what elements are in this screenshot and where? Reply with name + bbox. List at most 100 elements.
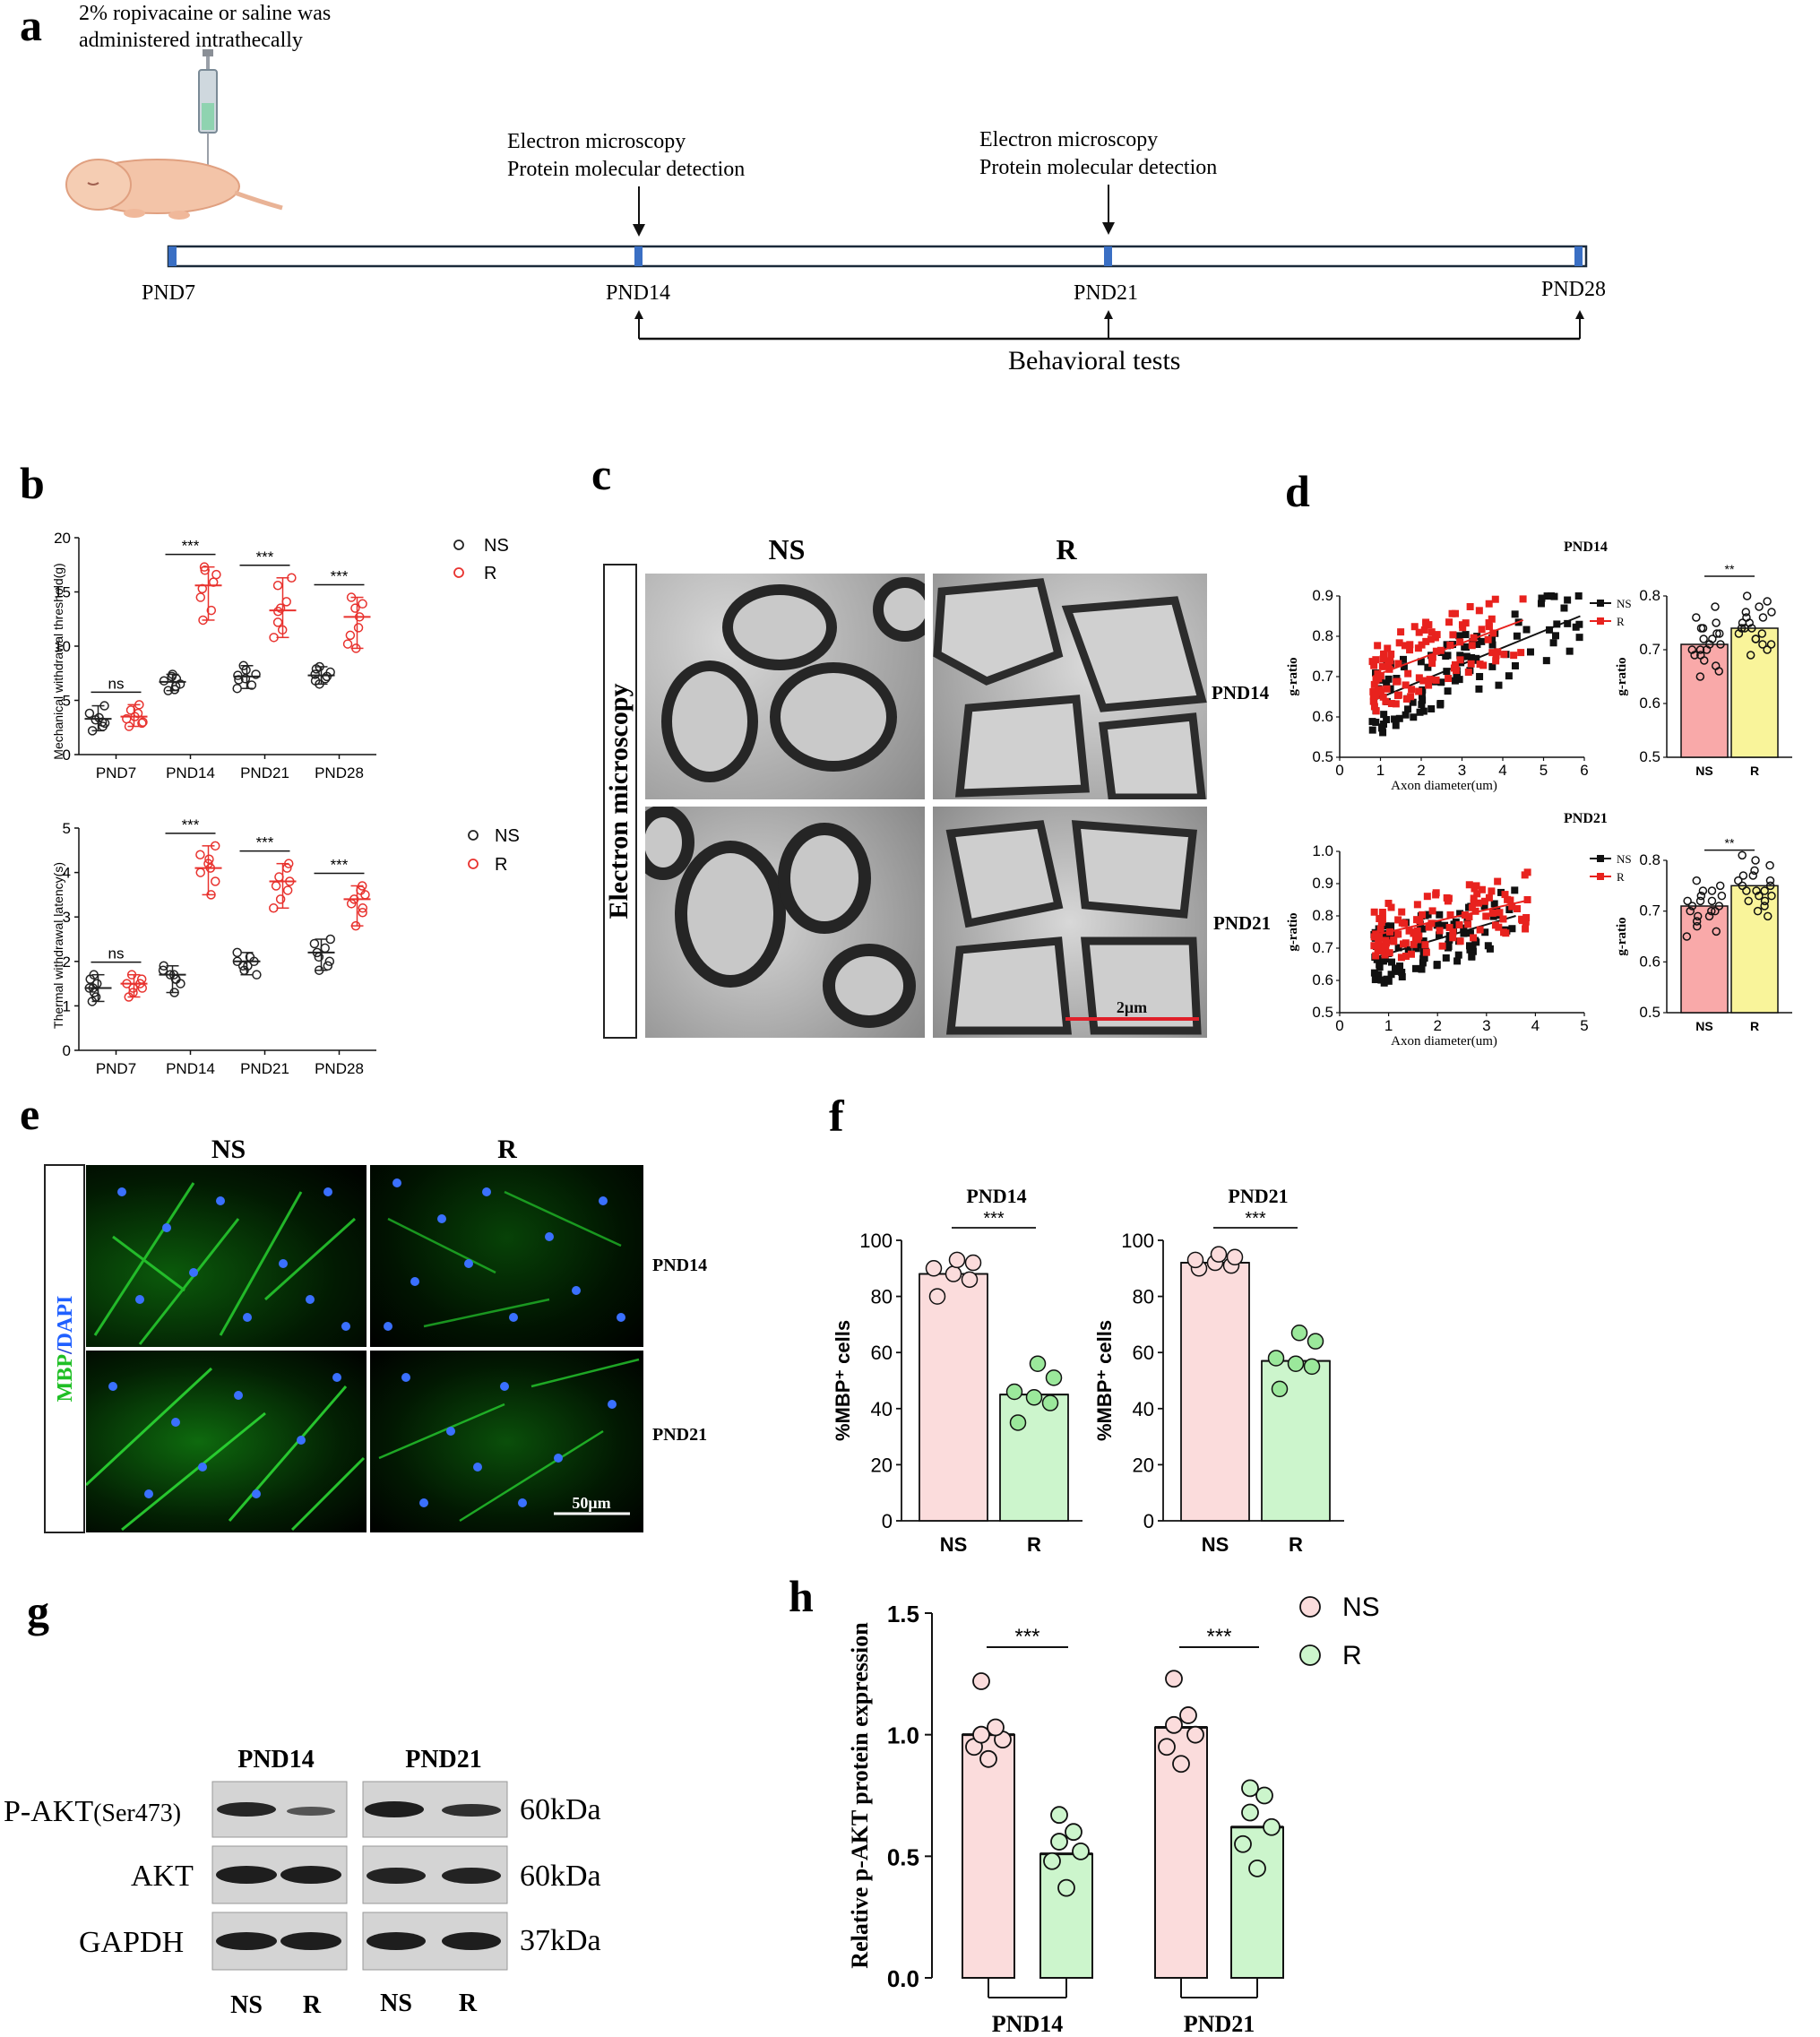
panel-b-mechanical-chart: Mechanical withdrawal threshold(g) 0 5 10 1… <box>51 530 376 781</box>
d-bar-point <box>1758 613 1768 622</box>
h-bar-point <box>1263 1817 1281 1836</box>
arrowhead-pnd14 <box>633 224 645 237</box>
d-x-tick-label: 4 <box>1498 762 1506 779</box>
d-bar-label: NS <box>1695 1019 1712 1033</box>
d-data-point <box>1432 891 1440 899</box>
d-data-point <box>1418 641 1426 649</box>
h-y-tick-label: 1.5 <box>887 1601 919 1627</box>
f-bar-point <box>1226 1248 1244 1266</box>
f-bar-point <box>1290 1325 1308 1342</box>
d-data-point <box>1387 650 1395 658</box>
d-bar <box>1680 905 1729 1014</box>
b-sig-label: *** <box>256 548 274 565</box>
d-data-point <box>1407 950 1415 958</box>
d-xlabel: Axon diameter(um) <box>1391 1034 1497 1049</box>
d-bar-point <box>1692 917 1702 926</box>
h-bar-point <box>1057 1878 1075 1897</box>
d-legend-ns-marker <box>1597 855 1604 862</box>
d-fit-line <box>1372 619 1524 678</box>
d-data-point <box>1456 937 1464 945</box>
em-scale-label: 2μm <box>1117 998 1147 1016</box>
d-data-point <box>1419 954 1428 962</box>
d-data-point <box>1473 890 1481 898</box>
h-bar-point <box>1241 1779 1259 1798</box>
d-data-point <box>1368 718 1376 726</box>
em-image-ns-pnd21 <box>645 807 925 1038</box>
d-x-tick-label: 0 <box>1335 762 1343 779</box>
d-bar-point <box>1755 891 1764 901</box>
d-data-point <box>1395 639 1403 647</box>
d-data-point <box>1478 885 1486 893</box>
em-texture <box>661 577 925 782</box>
b-y-tick-label: 0 <box>63 747 71 764</box>
b-y-tick-label: 5 <box>63 693 71 710</box>
d-data-point <box>1385 949 1393 957</box>
f-bar-point <box>1009 1414 1027 1431</box>
h-bar-point <box>1158 1738 1176 1756</box>
b-sig-label: *** <box>256 834 274 851</box>
legend2-r-marker <box>468 859 479 869</box>
timeline-marker-pnd21 <box>1104 246 1112 266</box>
b2-ylabel: Thermal withdrawal latency(s) <box>51 862 65 1029</box>
d-bar-point <box>1748 871 1758 880</box>
d-ylabel: g-ratio <box>1286 912 1300 951</box>
d-data-point <box>1413 916 1421 924</box>
timeline-marker-pnd7 <box>168 246 177 266</box>
d-y-tick-label: 0.9 <box>1312 587 1333 604</box>
d-data-point <box>1547 592 1555 600</box>
d-data-point <box>1376 688 1384 696</box>
b-x-tick-label: PND7 <box>96 764 136 781</box>
d-data-point <box>1511 661 1519 669</box>
d-data-point <box>1464 920 1472 928</box>
d-data-point <box>1467 660 1475 668</box>
f-bar <box>1180 1262 1250 1522</box>
d-title: PND14 <box>1564 539 1608 555</box>
h-bar-point <box>1050 1806 1068 1825</box>
g-kda-gapdh: 37kDa <box>520 1924 601 1957</box>
if-texture <box>93 1182 357 1345</box>
b-data-point <box>325 934 335 945</box>
d-bar-point <box>1760 902 1769 911</box>
d-data-point <box>1406 641 1414 649</box>
f-bar-point <box>948 1251 966 1269</box>
d-data-point <box>1469 638 1477 646</box>
d-data-point <box>1445 675 1453 683</box>
d-data-point <box>1538 594 1546 602</box>
d-data-point <box>1436 911 1444 919</box>
d-bar-point <box>1715 881 1725 891</box>
d-data-point <box>1418 701 1426 709</box>
d-data-point <box>1372 656 1380 664</box>
d-data-point <box>1394 944 1402 952</box>
d-data-point <box>1514 905 1522 913</box>
d-data-point <box>1383 715 1391 723</box>
d-data-point <box>1500 928 1508 937</box>
d-data-point <box>1402 953 1410 961</box>
b-x-tick-label: PND14 <box>166 764 215 781</box>
d-x-tick-label: 1 <box>1376 762 1384 779</box>
d-bar-point <box>1738 850 1747 860</box>
d-x-tick-label: 5 <box>1540 762 1548 779</box>
d-data-point <box>1475 607 1483 615</box>
d-bar-point <box>1752 886 1761 895</box>
d-sig-label: ** <box>1725 836 1735 850</box>
d-bar-point <box>1693 911 1703 921</box>
legend-r-marker <box>453 567 464 578</box>
d-data-point <box>1408 686 1416 694</box>
b-data-point <box>167 671 177 682</box>
d-data-point <box>1419 707 1428 715</box>
b-data-point <box>91 715 101 725</box>
d-y-tick-label: 0.5 <box>1639 748 1660 765</box>
b-data-point <box>360 890 370 900</box>
d-data-point <box>1370 933 1378 941</box>
h-legend-ns-label: NS <box>1342 1592 1380 1622</box>
h-bar-point <box>972 1672 990 1690</box>
d-data-point <box>1419 677 1428 685</box>
b-data-point <box>252 970 262 980</box>
em-texture: 2μm <box>945 820 1202 1035</box>
g-lane-r-1: R <box>303 1991 322 2019</box>
b-data-point <box>353 623 364 633</box>
f-y-tick-label: 0 <box>882 1510 893 1532</box>
d-data-point <box>1491 595 1499 603</box>
f-sig-label: *** <box>1245 1209 1266 1229</box>
d-bar-point <box>1707 906 1716 916</box>
